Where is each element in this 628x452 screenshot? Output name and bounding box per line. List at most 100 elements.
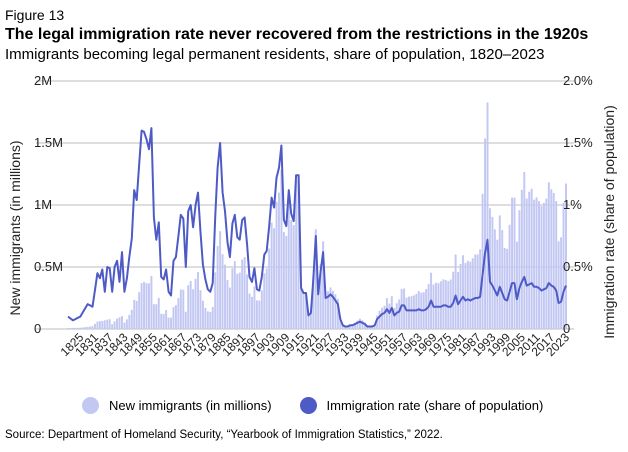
bar-1859 — [162, 313, 165, 329]
bar-1902 — [268, 248, 271, 329]
source-note: Source: Department of Homeland Security,… — [5, 429, 443, 441]
bar-2020 — [557, 241, 560, 329]
bar-1877 — [206, 311, 209, 329]
left-tick-label: 1.5M — [34, 135, 63, 150]
bar-1880 — [214, 272, 217, 329]
right-axis: 0 0.5% 1% 1.5% 2.0% — [563, 73, 593, 336]
bar-1921 — [314, 229, 317, 329]
bar-2004 — [518, 210, 521, 329]
bar-1866 — [179, 289, 182, 329]
bar-2007 — [525, 198, 528, 329]
bar-1958 — [405, 297, 408, 329]
bar-1973 — [442, 279, 445, 329]
bar-1831 — [94, 323, 96, 329]
bar-1830 — [91, 326, 94, 329]
bar-1986 — [474, 254, 477, 329]
bar-1905 — [275, 201, 278, 329]
bar-1960 — [410, 296, 413, 329]
bar-1873 — [197, 271, 199, 329]
bar-2017 — [550, 189, 553, 329]
bar-1957 — [403, 288, 406, 329]
bar-1822 — [71, 327, 74, 329]
bar-2011 — [535, 197, 538, 329]
y-axis-left-label: New immigrants (in millions) — [7, 140, 23, 315]
bar-1887 — [231, 268, 234, 329]
bar-1824 — [76, 327, 79, 329]
bar-1929 — [334, 294, 337, 329]
bar-1928 — [331, 290, 334, 329]
bar-2019 — [555, 201, 558, 329]
bar-1884 — [224, 264, 226, 329]
bar-1911 — [290, 220, 293, 329]
bar-2012 — [538, 201, 540, 329]
bar-2009 — [530, 188, 533, 329]
bar-2014 — [542, 202, 545, 329]
bar-1892 — [243, 257, 246, 329]
bar-1851 — [143, 281, 146, 329]
bar-1895 — [251, 296, 253, 329]
y-axis-right-label: Immigration rate (share of population) — [601, 105, 617, 338]
bar-1861 — [167, 317, 170, 329]
bar-1862 — [170, 317, 173, 329]
bar-1998 — [503, 247, 506, 329]
bar-1915 — [300, 288, 303, 329]
bar-1833 — [98, 321, 101, 329]
left-tick-label: 2M — [34, 73, 52, 88]
bar-1886 — [228, 287, 231, 329]
bar-1914 — [297, 177, 300, 329]
bar-1933 — [344, 326, 347, 329]
bar-1940 — [361, 320, 364, 329]
legend: New immigrants (in millions) Immigration… — [82, 397, 571, 414]
bar-1982 — [464, 262, 467, 329]
legend-bars-swatch — [82, 397, 99, 414]
left-tick-label: 0 — [34, 321, 41, 336]
bar-1879 — [211, 306, 214, 329]
bar-1878 — [209, 311, 212, 329]
bar-1989 — [481, 193, 484, 329]
bar-1927 — [329, 287, 332, 329]
legend-bars-label: New immigrants (in millions) — [109, 398, 272, 413]
bar-1849 — [138, 292, 141, 329]
bar-1990 — [484, 138, 487, 329]
legend-item-bars: New immigrants (in millions) — [82, 397, 272, 414]
bar-1950 — [385, 298, 388, 329]
bar-1828 — [86, 326, 89, 329]
bar-1961 — [412, 295, 415, 329]
bar-1975 — [447, 281, 450, 329]
bar-1908 — [282, 232, 285, 329]
bar-1874 — [199, 290, 202, 329]
bar-1870 — [189, 281, 192, 329]
bar-1858 — [160, 313, 163, 329]
legend-item-line: Immigration rate (share of population) — [299, 397, 544, 414]
bar-1959 — [408, 296, 410, 329]
bar-1993 — [491, 216, 494, 329]
bar-1843 — [123, 322, 126, 329]
legend-line-label: Immigration rate (share of population) — [326, 398, 544, 413]
left-tick-label: 1M — [34, 197, 52, 212]
bar-1900 — [263, 273, 266, 329]
bar-1955 — [398, 299, 401, 329]
bar-1848 — [135, 300, 138, 329]
bar-1898 — [258, 300, 261, 329]
bar-1844 — [125, 319, 128, 329]
bar-1984 — [469, 261, 472, 329]
bar-1925 — [324, 292, 327, 329]
bar-1981 — [461, 255, 464, 329]
left-tick-label: 0.5M — [34, 259, 63, 274]
bar-1890 — [238, 272, 241, 329]
bar-1835 — [103, 320, 106, 329]
bar-1987 — [476, 254, 479, 329]
right-tick-label: 0.5% — [563, 259, 593, 274]
bar-1936 — [351, 324, 354, 329]
bar-1820 — [67, 328, 69, 329]
bar-1850 — [140, 283, 143, 329]
chart-title: The legal immigration rate never recover… — [5, 26, 589, 43]
bar-1916 — [302, 292, 305, 329]
bar-1983 — [466, 260, 469, 329]
bar-2022 — [562, 202, 565, 329]
figure-label: Figure 13 — [5, 7, 65, 23]
bar-2001 — [511, 197, 514, 329]
bar-1863 — [172, 307, 175, 329]
bar-2003 — [515, 241, 518, 329]
